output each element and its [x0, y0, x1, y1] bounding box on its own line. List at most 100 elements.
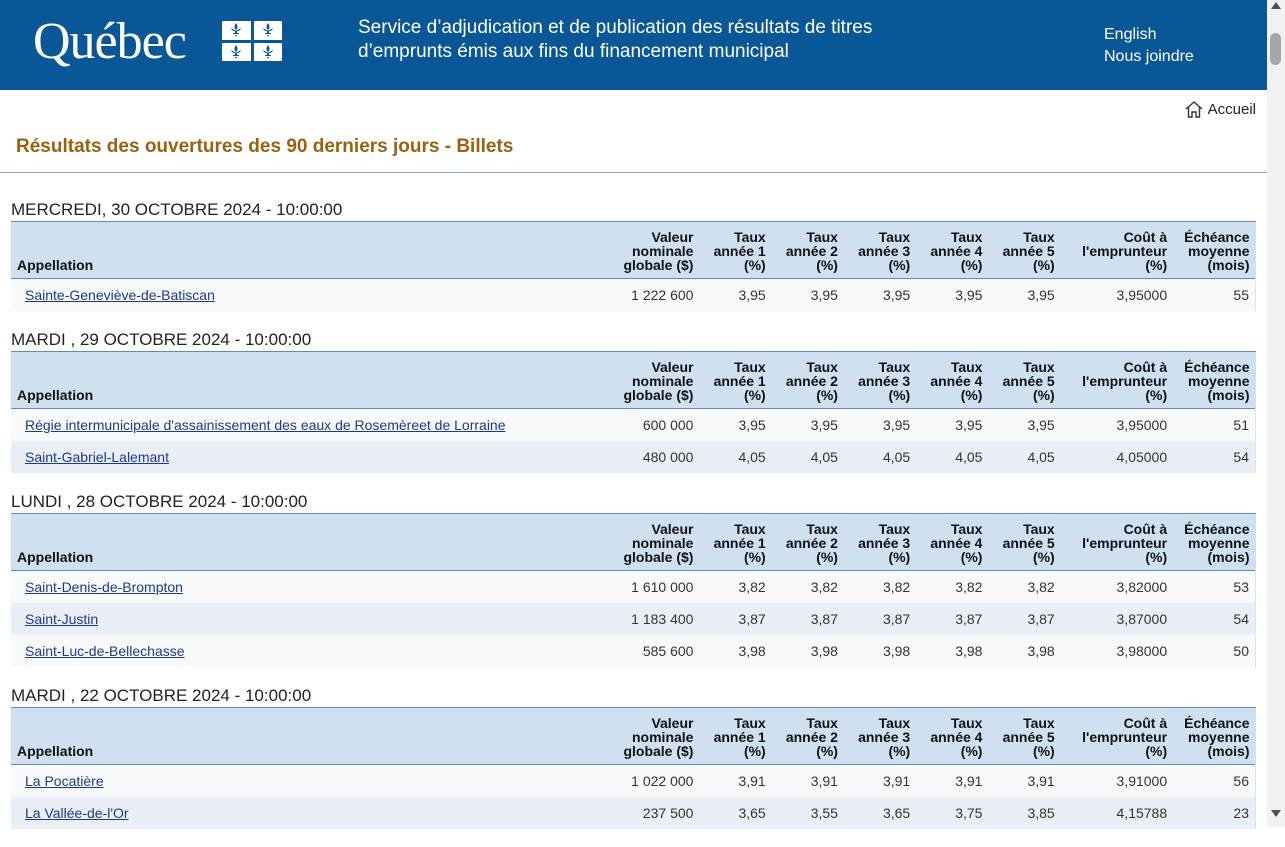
value-cell: 54: [1173, 441, 1257, 473]
value-cell: 3,98: [882, 643, 911, 659]
results-table: Appellation Valeur nominale globale ($) Ta…: [11, 513, 1257, 667]
value-cell: 3,98: [1027, 643, 1055, 659]
column-header: Valeur nominale globale ($): [623, 715, 694, 759]
municipality-link[interactable]: Régie intermunicipale d'assainissement d…: [25, 417, 506, 433]
column-header: Taux année 2 (%): [785, 715, 838, 759]
session-date-heading: LUNDI , 28 OCTOBRE 2024 - 10:00:00: [11, 492, 308, 511]
results-table: Appellation Valeur nominale globale ($) Ta…: [11, 351, 1257, 473]
table-row: Saint-Justin 1 183 400 3,87 3,87 3,87 3,87 3,8…: [11, 603, 1257, 635]
value-cell: 23: [1173, 797, 1257, 829]
appellation-cell: Régie intermunicipale d'assainissement d…: [11, 409, 611, 442]
table-row: Sainte-Geneviève-de-Batiscan 1 222 600 3,9…: [11, 278, 1257, 312]
value-cell: 3,95: [882, 417, 911, 433]
value-cell: 3,87: [882, 611, 911, 627]
value-cell: 3,95: [810, 287, 838, 303]
value-cell: 1 610 000: [631, 579, 694, 595]
column-header: Taux année 5 (%): [1002, 359, 1055, 403]
scroll-up-arrow-icon[interactable]: [1271, 2, 1281, 9]
column-header: Taux année 1 (%): [713, 521, 766, 565]
municipality-link[interactable]: Saint-Luc-de-Bellechasse: [25, 643, 185, 659]
municipality-link[interactable]: Saint-Justin: [25, 611, 99, 627]
vertical-scrollbar[interactable]: [1267, 0, 1285, 827]
column-header: Taux année 5 (%): [1002, 521, 1055, 565]
column-header: Taux année 1 (%): [713, 715, 766, 759]
value-cell: 54: [1173, 603, 1257, 635]
column-header: Échéance moyenne (mois): [1184, 521, 1250, 565]
column-header: Coût à l'emprunteur (%): [1082, 229, 1168, 273]
table-row: Régie intermunicipale d'assainissement d…: [11, 408, 1257, 442]
appellation-cell: Saint-Gabriel-Lalemant: [11, 441, 611, 473]
scroll-thumb[interactable]: [1270, 33, 1281, 65]
column-header: Appellation: [17, 257, 94, 273]
value-cell: 3,98000: [1116, 643, 1168, 659]
value-cell: 4,05: [810, 449, 838, 465]
value-cell: 4,05: [738, 449, 766, 465]
home-link[interactable]: Accueil: [1185, 101, 1256, 118]
appellation-cell: Sainte-Geneviève-de-Batiscan: [11, 279, 611, 312]
table-row: La Pocatière 1 022 000 3,91 3,91 3,91 3,91 3,9…: [11, 764, 1257, 798]
value-cell: 3,91: [738, 773, 766, 789]
value-cell: 4,05: [1027, 449, 1055, 465]
value-cell: 3,82: [882, 579, 911, 595]
value-cell: 3,95000: [1116, 417, 1168, 433]
value-cell: 3,65: [882, 805, 911, 821]
home-label: Accueil: [1207, 101, 1256, 118]
column-header: Valeur nominale globale ($): [623, 229, 694, 273]
scroll-down-arrow-icon[interactable]: [1271, 810, 1281, 817]
column-header: Taux année 3 (%): [858, 359, 911, 403]
quebec-logo[interactable]: Québec: [33, 13, 187, 70]
column-header: Échéance moyenne (mois): [1184, 359, 1250, 403]
value-cell: 3,95: [738, 417, 766, 433]
english-link[interactable]: English: [1104, 26, 1157, 43]
value-cell: 3,98: [738, 643, 766, 659]
value-cell: 480 000: [642, 449, 694, 465]
appellation-cell: La Vallée-de-l'Or: [11, 797, 611, 829]
value-cell: 1 222 600: [631, 287, 694, 303]
value-cell: 237 500: [642, 805, 694, 821]
municipality-link[interactable]: La Vallée-de-l'Or: [25, 805, 129, 821]
results-list: MERCREDI, 30 OCTOBRE 2024 - 10:00:00 Appe…: [11, 199, 1257, 847]
appellation-cell: La Pocatière: [11, 765, 611, 798]
column-header: Échéance moyenne (mois): [1184, 229, 1250, 273]
service-title: Service d’adjudication et de publication…: [358, 16, 958, 64]
value-cell: 3,91: [810, 773, 838, 789]
column-header: Taux année 1 (%): [713, 359, 766, 403]
value-cell: 3,91000: [1116, 773, 1168, 789]
column-header: Coût à l'emprunteur (%): [1082, 715, 1168, 759]
results-table: Appellation Valeur nominale globale ($) Ta…: [11, 707, 1257, 829]
value-cell: 55: [1173, 278, 1257, 311]
column-header: Taux année 4 (%): [930, 359, 983, 403]
municipality-link[interactable]: La Pocatière: [25, 773, 104, 789]
value-cell: 1 022 000: [631, 773, 694, 789]
value-cell: 3,75: [955, 805, 983, 821]
value-cell: 3,82000: [1116, 579, 1168, 595]
value-cell: 600 000: [642, 417, 694, 433]
value-cell: 3,55: [810, 805, 838, 821]
value-cell: 585 600: [642, 643, 694, 659]
value-cell: 3,98: [955, 643, 983, 659]
appellation-cell: Saint-Luc-de-Bellechasse: [11, 635, 611, 667]
value-cell: 1 183 400: [631, 611, 694, 627]
column-header: Coût à l'emprunteur (%): [1082, 359, 1168, 403]
municipality-link[interactable]: Saint-Gabriel-Lalemant: [25, 449, 169, 465]
contact-link[interactable]: Nous joindre: [1104, 48, 1194, 65]
value-cell: 3,82: [955, 579, 983, 595]
header-links: English Nous joindre: [1104, 24, 1194, 68]
table-row: Saint-Denis-de-Brompton 1 610 000 3,82 3,82…: [11, 570, 1257, 603]
session-date-heading: MARDI , 22 OCTOBRE 2024 - 10:00:00: [11, 686, 312, 705]
municipality-link[interactable]: Sainte-Geneviève-de-Batiscan: [25, 287, 215, 303]
value-cell: 4,05: [882, 449, 911, 465]
column-header: Appellation: [17, 549, 94, 565]
column-header: Appellation: [17, 743, 94, 759]
value-cell: 3,95: [810, 417, 838, 433]
column-header: Taux année 3 (%): [858, 229, 911, 273]
value-cell: 4,15788: [1116, 805, 1168, 821]
quebec-flag-icon: [222, 21, 282, 61]
municipality-link[interactable]: Saint-Denis-de-Brompton: [25, 579, 183, 595]
service-title-line2: d’emprunts émis aux fins du financement …: [358, 41, 789, 62]
table-row: La Vallée-de-l'Or 237 500 3,65 3,55 3,65 3,75…: [11, 797, 1257, 829]
page-title: Résultats des ouvertures des 90 derniers…: [16, 136, 514, 157]
value-cell: 3,95: [882, 287, 911, 303]
value-cell: 4,05000: [1116, 449, 1168, 465]
value-cell: 51: [1173, 408, 1257, 441]
